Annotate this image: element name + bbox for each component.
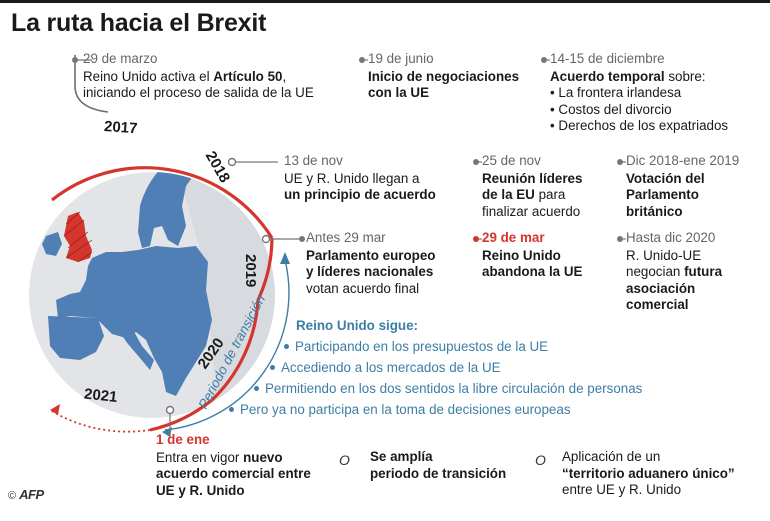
year-label-2019: 2019 (242, 254, 259, 287)
scandinavia-shape (138, 172, 196, 248)
event-2021-customs: Aplicación de un “territorio aduanero úni… (562, 449, 735, 498)
uk-item-budget: Participando en los presupuestos de la U… (284, 339, 548, 354)
event-date: Hasta dic 2020 (626, 230, 716, 245)
event-2020-negotiate: Hasta dic 2020 R. Unido-UE negocian futura… (626, 230, 770, 314)
connector-dots (72, 57, 623, 242)
bullet-dot (270, 365, 275, 370)
event-2018-agreement: 13 de nov UE y R. Unido llegan a un princi… (284, 153, 474, 204)
bullet-dot (284, 344, 289, 349)
bullet-dot (229, 407, 234, 412)
event-2019-uk-leaves: 29 de mar Reino Unido abandona la UE (482, 230, 617, 281)
extension-arrowhead (50, 404, 60, 415)
event-date: 1 de ene (156, 432, 210, 447)
event-2021-new-deal: 1 de ene Entra en vigor nuevo acuerdo come… (156, 432, 346, 499)
event-2018-uk-vote: Dic 2018-ene 2019 Votación del Parlamento b… (626, 153, 770, 220)
event-2017-negotiations: 19 de junio Inicio de negociaciones con la… (368, 51, 538, 102)
uk-hatch (63, 211, 93, 263)
event-2019-final-vote: Antes 29 mar Parlamento europeo y líderes … (306, 230, 476, 297)
event-2021-extension: Se amplía periodo de transición (370, 449, 507, 481)
europe-map (29, 172, 275, 418)
event-date: 25 de nov (482, 153, 541, 168)
event-date: Antes 29 mar (306, 230, 386, 245)
copyright-symbol: © (8, 490, 17, 502)
or-separator-2: O (535, 452, 546, 468)
iberia-shape (48, 316, 104, 360)
italy-shape (118, 320, 154, 370)
page-title: La ruta hacia el Brexit (11, 9, 267, 37)
event-date: 13 de nov (284, 153, 343, 168)
bullet-dot (254, 386, 259, 391)
event-2018-eu-leaders: 25 de nov Reunión líderes de la EU para fin… (482, 153, 617, 220)
arc-nodes (165, 157, 271, 415)
event-date: 29 de marzo (83, 51, 158, 66)
continental-europe-shape (56, 246, 212, 396)
uk-item-decisions: Pero ya no participa en la toma de decis… (229, 402, 571, 417)
afp-logo: AFP (19, 487, 44, 502)
top-rule (0, 0, 770, 3)
event-date: 19 de junio (368, 51, 434, 66)
year-arc (49, 55, 274, 433)
event-2017-temporary-deal: 14-15 de diciembre Acuerdo temporal sobre… (550, 51, 770, 135)
uk-continues-heading: Reino Unido sigue: (296, 318, 418, 333)
uk-item-free-movement: Permitiendo en los dos sentidos la libre… (254, 381, 642, 396)
uk-item-markets: Accediendo a los mercados de la UE (270, 360, 501, 375)
year-label-2021: 2021 (83, 386, 118, 406)
extension-dotted (49, 409, 151, 433)
event-2017-article50: 29 de marzo Reino Unido activa el Artícul… (83, 51, 363, 102)
ireland-shape (42, 232, 62, 256)
credit: © AFP (8, 487, 44, 502)
event-date: 29 de mar (482, 230, 545, 245)
uk-shape (64, 212, 92, 262)
year-label-2017: 2017 (103, 118, 137, 137)
event-date: 14-15 de diciembre (550, 51, 665, 66)
event-date: Dic 2018-ene 2019 (626, 153, 740, 168)
or-separator-1: O (339, 452, 350, 468)
